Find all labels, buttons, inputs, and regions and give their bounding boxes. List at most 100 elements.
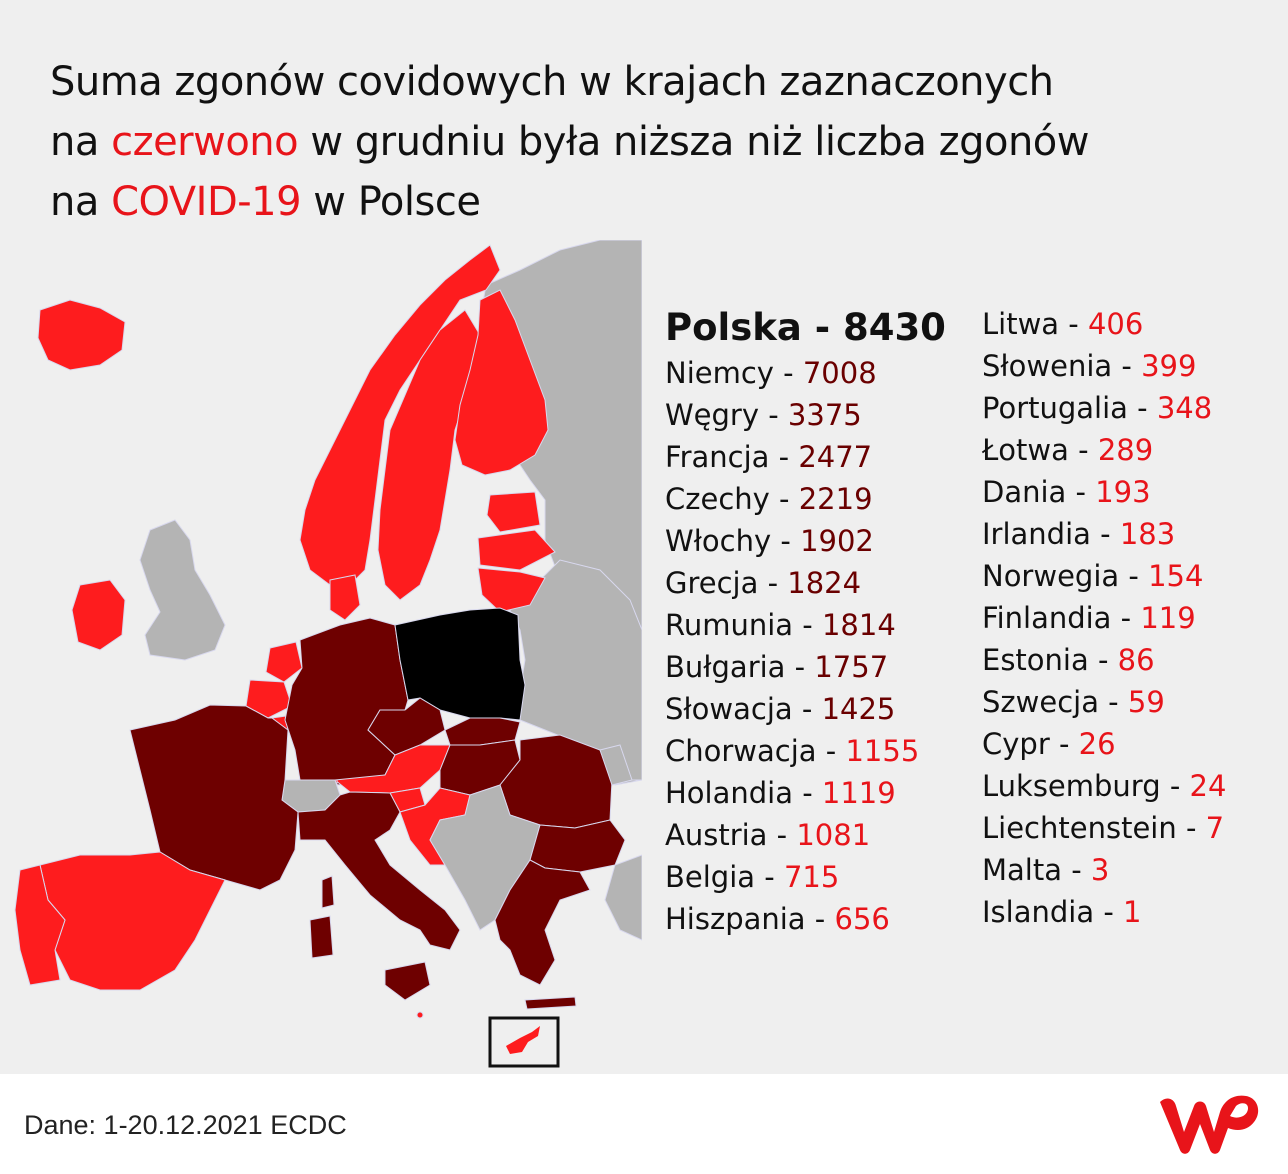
right-list-item: Islandia - 1 bbox=[982, 891, 1226, 933]
death-count: 1155 bbox=[845, 734, 920, 768]
footer bbox=[0, 1074, 1288, 1174]
country-netherlands bbox=[265, 641, 303, 683]
country-name: Belgia bbox=[665, 860, 756, 894]
right-rows: Litwa - 406 Słowenia - 399 Portugalia - 34… bbox=[982, 303, 1226, 933]
country-spain bbox=[39, 851, 226, 991]
title-line-2: na czerwono w grudniu była niższa niż li… bbox=[50, 119, 1089, 165]
separator: - bbox=[793, 776, 822, 810]
separator: - bbox=[1176, 811, 1206, 845]
separator: - bbox=[1119, 559, 1149, 593]
separator: - bbox=[771, 524, 801, 558]
europe-map bbox=[14, 240, 642, 1068]
country-name: Estonia bbox=[982, 643, 1089, 677]
country-name: Łotwa bbox=[982, 433, 1069, 467]
country-bulgaria bbox=[529, 819, 626, 873]
right-list-item: Łotwa - 289 bbox=[982, 429, 1226, 471]
left-list-item: Austria - 1081 bbox=[665, 814, 946, 856]
death-count: 3 bbox=[1090, 853, 1110, 887]
country-name: Słowenia bbox=[982, 349, 1113, 383]
country-portugal bbox=[14, 864, 66, 986]
death-count: 715 bbox=[783, 860, 840, 894]
title-highlight-covid: COVID-19 bbox=[111, 179, 302, 225]
country-name: Luksemburg bbox=[982, 769, 1161, 803]
country-name: Czechy bbox=[665, 482, 770, 516]
left-list-item: Czechy - 2219 bbox=[665, 478, 946, 520]
country-moldova bbox=[599, 744, 633, 786]
country-name: Holandia bbox=[665, 776, 793, 810]
right-list-item: Dania - 193 bbox=[982, 471, 1226, 513]
country-poland bbox=[394, 607, 526, 721]
separator: - bbox=[792, 692, 822, 726]
country-name: Dania bbox=[982, 475, 1067, 509]
separator: - bbox=[1090, 517, 1120, 551]
left-rows: Niemcy - 7008 Węgry - 3375 Francja - 2477 C… bbox=[665, 352, 946, 940]
right-list-item: Finlandia - 119 bbox=[982, 597, 1226, 639]
death-count: 289 bbox=[1097, 433, 1154, 467]
right-list-item: Malta - 3 bbox=[982, 849, 1226, 891]
country-cyprus bbox=[506, 1026, 540, 1054]
left-list-item: Bułgaria - 1757 bbox=[665, 646, 946, 688]
death-count: 7 bbox=[1205, 811, 1225, 845]
country-name: Rumunia bbox=[665, 608, 794, 642]
left-list-item: Słowacja - 1425 bbox=[665, 688, 946, 730]
left-list-item: Belgia - 715 bbox=[665, 856, 946, 898]
death-count: 1824 bbox=[787, 566, 862, 600]
left-list-item: Grecja - 1824 bbox=[665, 562, 946, 604]
right-list-item: Luksemburg - 24 bbox=[982, 765, 1226, 807]
country-estonia bbox=[486, 491, 541, 533]
country-name: Malta bbox=[982, 853, 1062, 887]
country-name: Chorwacja bbox=[665, 734, 817, 768]
source-note: Dane: 1-20.12.2021 ECDC bbox=[24, 1110, 347, 1140]
left-list-item: Niemcy - 7008 bbox=[665, 352, 946, 394]
separator: - bbox=[1111, 601, 1141, 635]
right-list-item: Litwa - 406 bbox=[982, 303, 1226, 345]
death-count: 2477 bbox=[798, 440, 873, 474]
country-greece bbox=[494, 859, 591, 986]
country-name: Liechtenstein bbox=[982, 811, 1177, 845]
death-count: 154 bbox=[1148, 559, 1204, 593]
title-highlight-red: czerwono bbox=[111, 119, 299, 165]
country-name: Islandia bbox=[982, 895, 1095, 929]
death-count: 86 bbox=[1117, 643, 1155, 677]
country-name: Bułgaria bbox=[665, 650, 786, 684]
separator: - bbox=[755, 860, 784, 894]
death-count: 2219 bbox=[798, 482, 873, 516]
wp-logo-icon[interactable] bbox=[1158, 1092, 1260, 1156]
separator: - bbox=[769, 440, 799, 474]
left-list-item: Rumunia - 1814 bbox=[665, 604, 946, 646]
country-name: Irlandia bbox=[982, 517, 1091, 551]
separator: - bbox=[1059, 307, 1088, 341]
title-line-1: Suma zgonów covidowych w krajach zaznacz… bbox=[50, 59, 1054, 105]
country-name: Finlandia bbox=[982, 601, 1112, 635]
country-ireland bbox=[71, 579, 126, 651]
separator: - bbox=[805, 902, 835, 936]
deaths-list-left: Polska - 8430 Niemcy - 7008 Węgry - 3375 F… bbox=[665, 304, 946, 940]
death-count: 1081 bbox=[796, 818, 871, 852]
separator: - bbox=[1112, 349, 1142, 383]
separator: - bbox=[816, 734, 846, 768]
country-name: Cypr bbox=[982, 727, 1050, 761]
country-crete bbox=[524, 996, 577, 1010]
deaths-list-right: Litwa - 406 Słowenia - 399 Portugalia - 34… bbox=[982, 303, 1226, 933]
country-iceland bbox=[37, 299, 126, 371]
country-sardinia bbox=[309, 915, 334, 959]
country-finland bbox=[454, 289, 549, 476]
death-count: 1 bbox=[1123, 895, 1142, 929]
country-name: Węgry bbox=[665, 398, 760, 432]
separator: - bbox=[769, 482, 799, 516]
death-count: 1119 bbox=[821, 776, 896, 810]
country-turkey bbox=[604, 854, 642, 941]
death-count: 406 bbox=[1087, 307, 1144, 341]
death-count: 1425 bbox=[821, 692, 896, 726]
right-list-item: Portugalia - 348 bbox=[982, 387, 1226, 429]
title-line-3: na COVID-19 w Polsce bbox=[50, 179, 481, 225]
separator: - bbox=[767, 818, 797, 852]
separator: - bbox=[1088, 643, 1118, 677]
left-list-item: Francja - 2477 bbox=[665, 436, 946, 478]
separator: - bbox=[758, 566, 788, 600]
right-list-item: Cypr - 26 bbox=[982, 723, 1226, 765]
death-count: 193 bbox=[1095, 475, 1151, 509]
death-count: 348 bbox=[1156, 391, 1213, 425]
separator: - bbox=[759, 398, 788, 432]
